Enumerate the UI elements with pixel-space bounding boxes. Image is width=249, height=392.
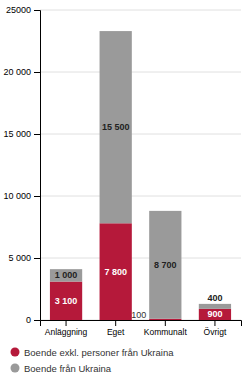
tick-label: 15 000 (3, 129, 31, 139)
legend: Boende exkl. personer från Ukraina Boende… (11, 347, 175, 374)
data-label: 8 700 (154, 260, 177, 270)
data-label: 1 000 (55, 270, 78, 280)
legend-marker (11, 348, 20, 357)
tick-mark (214, 320, 215, 326)
plot: 0 5 000 10 000 15 000 20 000 25000 3 100 7 800 1… (3, 5, 241, 337)
tick-label: 10 000 (3, 191, 31, 201)
y-axis: 0 5 000 10 000 15 000 20 000 25000 (3, 5, 40, 325)
legend-item: Boende exkl. personer från Ukraina (11, 347, 175, 358)
bar (199, 304, 231, 309)
tick: Eget (107, 320, 125, 337)
legend-marker (11, 364, 20, 373)
axis-line (41, 321, 242, 327)
legend-item: Boende från Ukraina (11, 363, 112, 374)
grid-line (40, 258, 241, 259)
data-label: 7 800 (104, 267, 127, 277)
tick-label: 25000 (6, 5, 31, 15)
tick: 5 000 (8, 253, 40, 263)
data-label: 3 100 (55, 296, 78, 306)
chart: 0 5 000 10 000 15 000 20 000 25000 3 100 7 800 1… (0, 0, 249, 392)
axis-line (34, 11, 41, 321)
tick-mark (34, 258, 40, 259)
bar (149, 319, 181, 320)
tick-mark (165, 320, 166, 326)
tick-label: Eget (107, 327, 125, 337)
tick: 0 (26, 315, 40, 325)
data-label: 100 (131, 310, 146, 320)
tick-mark (34, 72, 40, 73)
bar (199, 309, 231, 320)
bar (100, 31, 132, 223)
bar (100, 223, 132, 320)
tick-label: 0 (26, 315, 31, 325)
data-labels: 3 100 7 800 100 900 1 000 15 500 8 700 400 (55, 122, 223, 320)
tick-mark (34, 320, 40, 321)
tick: 15 000 (3, 129, 40, 139)
grid-line (40, 72, 241, 73)
bar (50, 282, 82, 320)
tick: 10 000 (3, 191, 40, 201)
bars (50, 31, 231, 320)
x-axis: Anläggning Eget Kommunalt Övrigt (41, 320, 242, 337)
tick-mark (66, 320, 67, 326)
tick-label: 20 000 (3, 67, 31, 77)
data-label: 900 (207, 309, 222, 319)
tick: Övrigt (204, 320, 227, 337)
tick-mark (34, 10, 40, 11)
grid-line (40, 134, 241, 135)
tick-label: 5 000 (8, 253, 31, 263)
tick-mark (34, 134, 40, 135)
tick-label: Kommunalt (144, 327, 188, 337)
tick: Anläggning (45, 320, 88, 337)
legend-label: Boende från Ukraina (24, 363, 112, 374)
grid-line (40, 10, 241, 11)
data-label: 15 500 (102, 122, 130, 132)
data-label: 400 (207, 293, 222, 303)
bar (50, 269, 82, 281)
tick-label: Övrigt (204, 327, 227, 337)
tick: Kommunalt (144, 320, 188, 337)
legend-label: Boende exkl. personer från Ukraina (24, 347, 174, 358)
bar (149, 211, 181, 319)
tick-label: Anläggning (45, 327, 88, 337)
tick-mark (115, 320, 116, 326)
tick-mark (34, 196, 40, 197)
tick: 20 000 (3, 67, 40, 77)
grid (40, 10, 241, 320)
grid-line (40, 196, 241, 197)
tick: 25000 (6, 5, 40, 15)
